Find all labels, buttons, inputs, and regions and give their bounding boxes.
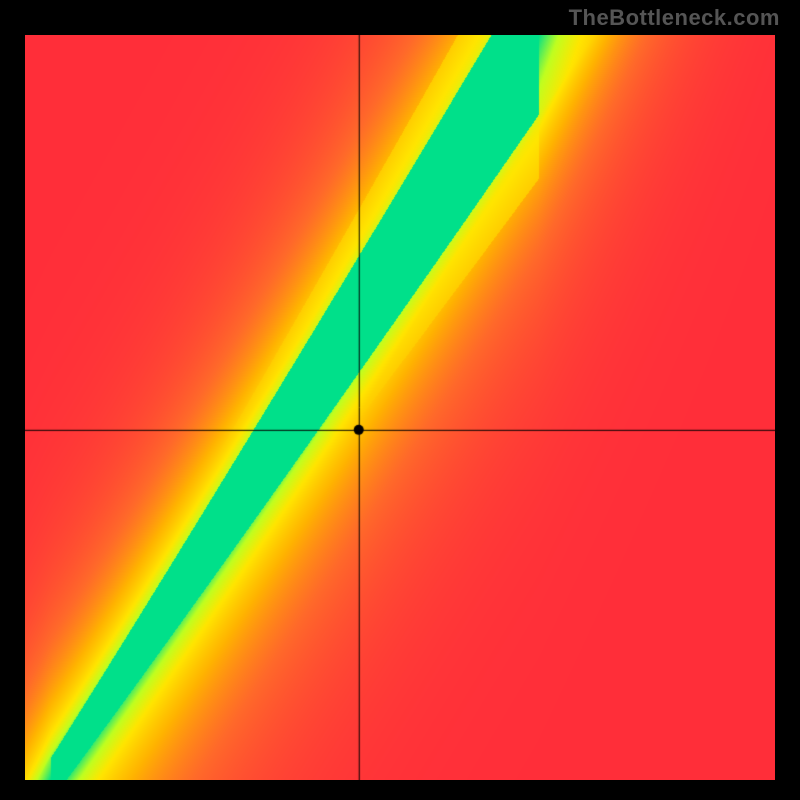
watermark-text: TheBottleneck.com (569, 5, 780, 31)
plot-area (25, 35, 775, 780)
page-root: TheBottleneck.com (0, 0, 800, 800)
heatmap-canvas (25, 35, 775, 780)
